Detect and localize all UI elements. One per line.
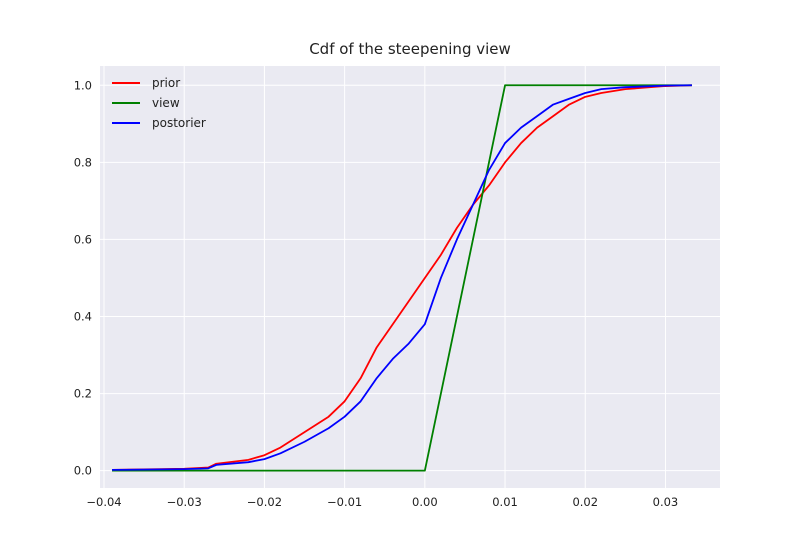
x-tick-label: 0.01 (492, 495, 518, 509)
chart-title: Cdf of the steepening view (309, 40, 511, 58)
x-tick-label: −0.04 (86, 495, 121, 509)
series-line-prior (112, 84, 692, 471)
x-tick-label: 0.03 (653, 495, 679, 509)
x-tick-label: −0.02 (247, 495, 282, 509)
y-tick-label: 0.4 (74, 310, 92, 324)
y-tick-label: 0.2 (74, 387, 92, 401)
x-tick-label: −0.03 (167, 495, 202, 509)
y-tick-label: 0.8 (74, 155, 92, 169)
plot-area (100, 66, 720, 488)
x-tick-label: 0.00 (412, 495, 438, 509)
y-tick-label: 1.0 (74, 78, 92, 92)
y-tick-label: 0.0 (74, 464, 92, 478)
series-line-view (112, 84, 692, 472)
legend-label-view: view (152, 96, 180, 110)
legend-label-postorier: postorier (152, 116, 206, 130)
x-tick-label: 0.02 (572, 495, 598, 509)
y-tick-label: 0.6 (74, 232, 92, 246)
x-tick-label: −0.01 (327, 495, 362, 509)
legend-label-prior: prior (152, 76, 180, 90)
series-line-postorier (112, 84, 692, 471)
